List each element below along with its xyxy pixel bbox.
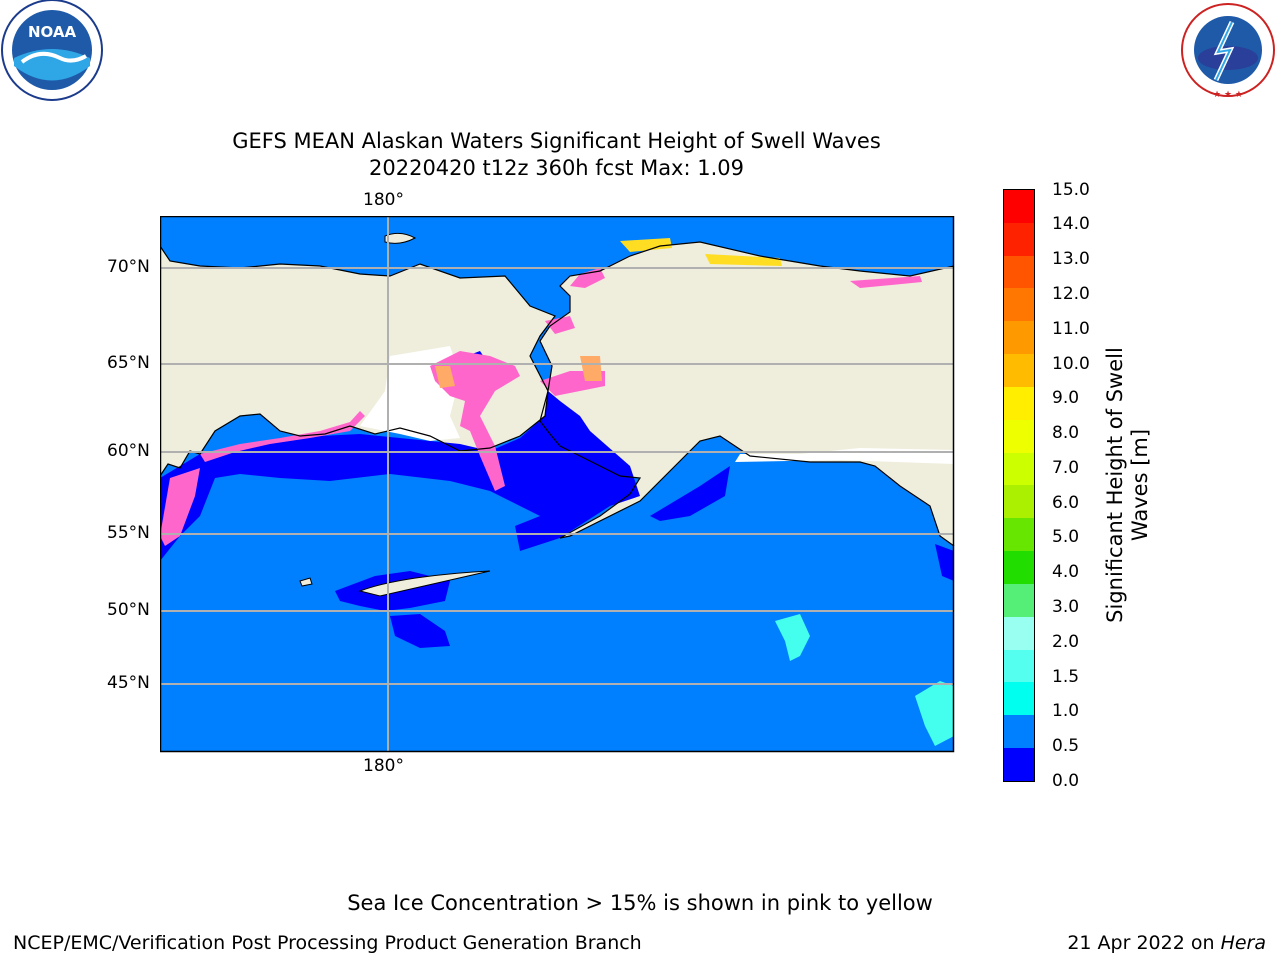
coastline-islands bbox=[299, 232, 491, 597]
coastline-alaska bbox=[539, 241, 955, 547]
colorbar-tick: 1.5 bbox=[1052, 667, 1080, 687]
colorbar-segment bbox=[1004, 354, 1034, 387]
lat-label-65: 65°N bbox=[107, 353, 150, 373]
colorbar-label: Significant Height of Swell Waves [m] bbox=[1103, 325, 1153, 645]
lat-label-45: 45°N bbox=[107, 673, 150, 693]
colorbar-segment bbox=[1004, 551, 1034, 584]
footer-host: Hera bbox=[1220, 932, 1266, 954]
se-alaska-low-swell bbox=[935, 544, 954, 581]
colorbar-segment bbox=[1004, 288, 1034, 322]
map-title: GEFS MEAN Alaskan Waters Significant Hei… bbox=[232, 129, 881, 153]
colorbar-segment bbox=[1004, 649, 1034, 683]
colorbar-label-line1: Significant Height of Swell bbox=[1103, 347, 1127, 623]
sea-ice-yellow-2 bbox=[705, 254, 782, 266]
sea-ice-yellow-1 bbox=[620, 238, 672, 252]
colorbar-tick: 9.0 bbox=[1052, 388, 1080, 408]
colorbar-tick: 7.0 bbox=[1052, 458, 1080, 478]
colorbar-segment bbox=[1004, 255, 1034, 289]
sea-ice-pink-arctic bbox=[570, 268, 605, 288]
map-panel bbox=[160, 216, 955, 753]
cyan-patch-1 bbox=[775, 614, 810, 661]
colorbar-tick: 6.0 bbox=[1052, 493, 1080, 513]
colorbar-tick: 5.0 bbox=[1052, 527, 1080, 547]
sea-ice-pink-1 bbox=[200, 411, 365, 462]
colorbar-tick: 2.0 bbox=[1052, 632, 1080, 652]
colorbar bbox=[1003, 189, 1035, 782]
coastline-siberia bbox=[160, 245, 556, 477]
colorbar-segment bbox=[1004, 190, 1034, 223]
colorbar-segment bbox=[1004, 452, 1034, 486]
footer-credit: NCEP/EMC/Verification Post Processing Pr… bbox=[13, 932, 642, 954]
lat-label-60: 60°N bbox=[107, 441, 150, 461]
sea-ice-pink-arctic-2 bbox=[850, 276, 922, 288]
colorbar-segment bbox=[1004, 518, 1034, 552]
colorbar-segment bbox=[1004, 715, 1034, 749]
alaska-land bbox=[540, 242, 954, 546]
svg-text:★ ★ ★: ★ ★ ★ bbox=[1213, 90, 1243, 100]
colorbar-tick: 11.0 bbox=[1052, 319, 1090, 339]
noaa-logo: NOAA bbox=[1, 0, 103, 101]
colorbar-segment bbox=[1004, 748, 1034, 781]
colorbar-tick: 12.0 bbox=[1052, 284, 1090, 304]
cyan-patch-2 bbox=[915, 681, 954, 746]
lat-label-55: 55°N bbox=[107, 523, 150, 543]
footer-date: 21 Apr 2022 on Hera bbox=[1067, 932, 1266, 954]
ice-note: Sea Ice Concentration > 15% is shown in … bbox=[347, 891, 933, 915]
colorbar-tick: 13.0 bbox=[1052, 249, 1090, 269]
nws-logo: ★ ★ ★ bbox=[1181, 3, 1275, 100]
gulf-low-swell bbox=[650, 466, 730, 521]
colorbar-label-line2: Waves [m] bbox=[1128, 428, 1152, 542]
aleutian-low-swell-2 bbox=[390, 614, 450, 648]
colorbar-segment bbox=[1004, 321, 1034, 355]
bering-low-swell bbox=[160, 391, 640, 561]
colorbar-segment bbox=[1004, 682, 1034, 716]
map-gridlines bbox=[160, 216, 954, 752]
lat-label-70: 70°N bbox=[107, 257, 150, 277]
colorbar-tick: 0.5 bbox=[1052, 736, 1080, 756]
noaa-logo-text: NOAA bbox=[28, 23, 77, 41]
sea-ice-orange-2 bbox=[435, 366, 455, 388]
colorbar-segment bbox=[1004, 222, 1034, 256]
colorbar-tick: 3.0 bbox=[1052, 597, 1080, 617]
colorbar-segment bbox=[1004, 419, 1034, 453]
lon-label-bottom: 180° bbox=[363, 756, 404, 776]
colorbar-tick: 4.0 bbox=[1052, 562, 1080, 582]
map-frame bbox=[160, 216, 955, 753]
colorbar-segment bbox=[1004, 386, 1034, 420]
colorbar-tick: 14.0 bbox=[1052, 214, 1090, 234]
colorbar-segment bbox=[1004, 616, 1034, 650]
sea-ice-pink-5 bbox=[545, 316, 575, 334]
sea-ice-pink-4 bbox=[160, 468, 200, 546]
colorbar-tick: 15.0 bbox=[1052, 180, 1090, 200]
colorbar-tick: 10.0 bbox=[1052, 354, 1090, 374]
sea-ice-orange-1 bbox=[580, 356, 602, 381]
footer-date-text: 21 Apr 2022 on bbox=[1067, 932, 1221, 954]
lon-label-top: 180° bbox=[363, 190, 404, 210]
colorbar-segment bbox=[1004, 583, 1034, 617]
colorbar-tick: 0.0 bbox=[1052, 771, 1080, 791]
colorbar-tick: 8.0 bbox=[1052, 423, 1080, 443]
lat-label-50: 50°N bbox=[107, 600, 150, 620]
colorbar-tick: 1.0 bbox=[1052, 701, 1080, 721]
siberia-land bbox=[160, 216, 555, 476]
colorbar-segment bbox=[1004, 485, 1034, 519]
map-subtitle: 20220420 t12z 360h fcst Max: 1.09 bbox=[369, 156, 744, 180]
